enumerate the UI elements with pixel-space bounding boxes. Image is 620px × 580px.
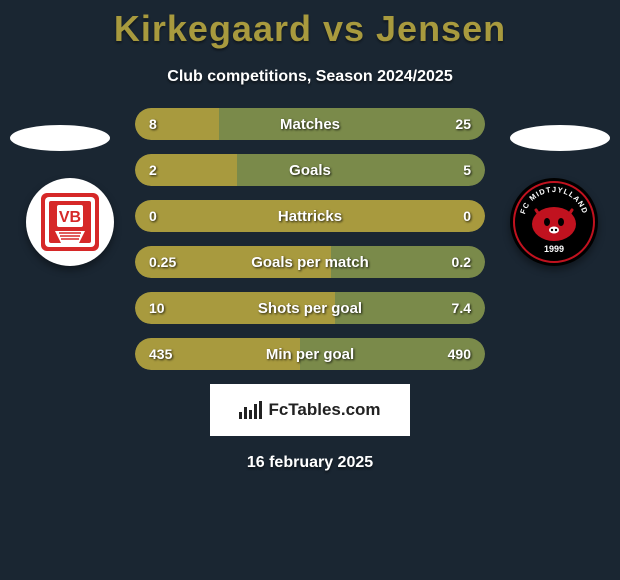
subtitle: Club competitions, Season 2024/2025 bbox=[0, 68, 620, 86]
bar-segment-left bbox=[135, 154, 237, 186]
watermark: FcTables.com bbox=[210, 384, 410, 436]
bar-segment-left bbox=[135, 108, 219, 140]
bar-segment-left bbox=[135, 338, 300, 370]
stats-container: 825Matches 25Goals 00Hattricks 0.250.2Goals… bbox=[0, 108, 620, 370]
date-label: 16 february 2025 bbox=[0, 454, 620, 472]
bar-segment-right bbox=[300, 338, 486, 370]
bar-segment-right bbox=[335, 292, 486, 324]
bar-segment-left bbox=[135, 292, 335, 324]
stat-row: 0.250.2Goals per match bbox=[135, 246, 485, 278]
stat-row: 825Matches bbox=[135, 108, 485, 140]
chart-icon bbox=[239, 401, 262, 419]
bar-segment-right bbox=[237, 154, 486, 186]
bar-segment-left bbox=[135, 200, 485, 232]
stat-row: 107.4Shots per goal bbox=[135, 292, 485, 324]
stat-row: 25Goals bbox=[135, 154, 485, 186]
bar-segment-right bbox=[219, 108, 485, 140]
watermark-text: FcTables.com bbox=[268, 400, 380, 420]
bar-segment-right bbox=[331, 246, 485, 278]
stat-row: 00Hattricks bbox=[135, 200, 485, 232]
stat-row: 435490Min per goal bbox=[135, 338, 485, 370]
bar-segment-left bbox=[135, 246, 331, 278]
page-title: Kirkegaard vs Jensen bbox=[0, 0, 620, 50]
